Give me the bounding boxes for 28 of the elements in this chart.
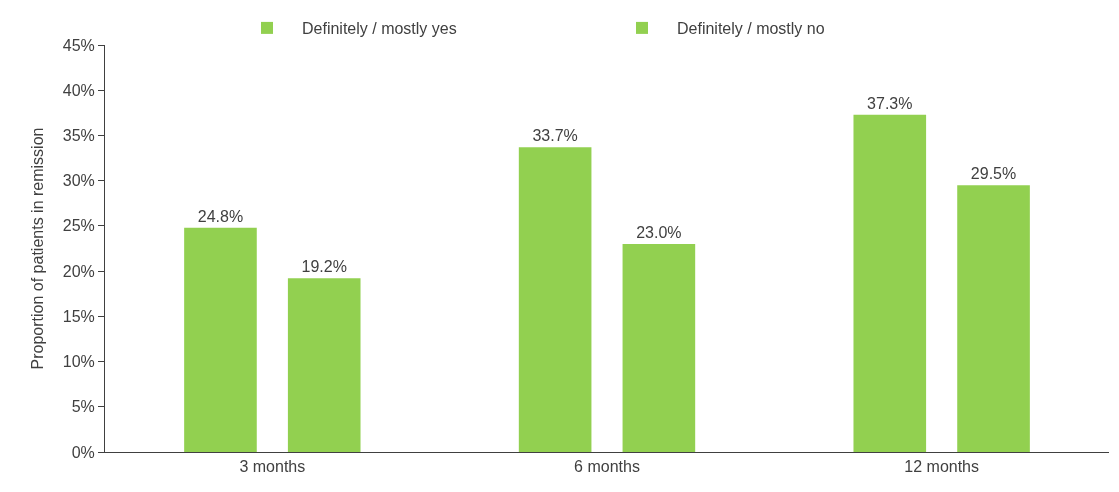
bar <box>622 243 696 452</box>
y-tick-label: 30% <box>62 172 95 190</box>
bar <box>518 147 592 452</box>
y-tick-label: 0% <box>71 443 95 461</box>
data-label: 37.3% <box>867 94 913 112</box>
data-label: 29.5% <box>970 165 1017 183</box>
y-tick-label: 5% <box>71 398 95 416</box>
y-tick-label: 25% <box>62 217 95 235</box>
bar <box>853 114 927 452</box>
data-label: 24.8% <box>197 207 244 225</box>
y-tick-label: 20% <box>62 262 95 280</box>
data-label: 19.2% <box>301 258 347 276</box>
y-tick-label: 15% <box>62 307 95 325</box>
bar <box>957 185 1030 452</box>
x-tick-label: 3 months <box>239 458 306 476</box>
y-tick-label: 10% <box>62 353 95 371</box>
x-tick-label: 6 months <box>574 458 640 476</box>
data-label: 23.0% <box>636 223 682 241</box>
x-tick-label: 12 months <box>904 458 980 476</box>
bar <box>287 278 361 452</box>
bar <box>184 227 257 452</box>
y-tick-label: 35% <box>62 127 95 145</box>
legend-label: Definitely / mostly no <box>677 20 825 38</box>
y-tick-label: 45% <box>62 36 95 54</box>
y-axis-title: Proportion of patients in remission <box>28 127 46 370</box>
legend-label: Definitely / mostly yes <box>302 20 457 38</box>
data-label: 33.7% <box>532 127 578 145</box>
y-tick-label: 40% <box>62 81 95 99</box>
